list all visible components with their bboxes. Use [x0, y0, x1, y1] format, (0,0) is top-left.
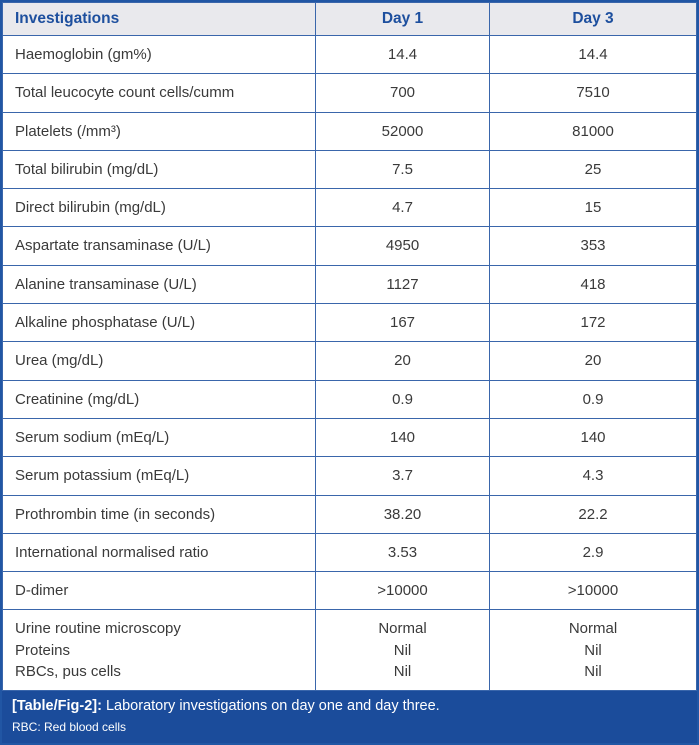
day3-value: 0.9	[489, 379, 697, 419]
day1-value: 3.53	[315, 532, 490, 573]
day3-value: 140	[489, 417, 697, 458]
header-row: Investigations Day 1 Day 3	[2, 2, 697, 36]
investigation-name: Direct bilirubin (mg/dL)	[2, 188, 316, 228]
column-header-day3: Day 3	[489, 2, 697, 36]
investigation-name: Alanine transaminase (U/L)	[2, 264, 316, 305]
caption-figure-label: [Table/Fig-2]:	[12, 698, 102, 715]
table-row: Direct bilirubin (mg/dL) 4.7 15	[2, 188, 697, 228]
day1-value: 140	[315, 417, 490, 458]
day1-value: 38.20	[315, 494, 490, 534]
table-row: Total leucocyte count cells/cumm 700 751…	[2, 73, 697, 113]
table-caption: [Table/Fig-2]: Laboratory investigations…	[2, 691, 697, 743]
day3-value: 172	[489, 303, 697, 343]
column-header-investigations: Investigations	[2, 2, 316, 36]
table-row: D-dimer >10000 >10000	[2, 571, 697, 611]
day1-value: 700	[315, 73, 490, 113]
day1-value: 7.5	[315, 149, 490, 190]
investigation-name: Creatinine (mg/dL)	[2, 379, 316, 419]
day1-value: 1127	[315, 264, 490, 305]
investigation-name: Serum sodium (mEq/L)	[2, 417, 316, 458]
table-row: Creatinine (mg/dL) 0.9 0.9	[2, 379, 697, 419]
table-row: Platelets (/mm³) 52000 81000	[2, 111, 697, 151]
investigation-name: Haemoglobin (gm%)	[2, 34, 316, 75]
investigation-name: Total bilirubin (mg/dL)	[2, 149, 316, 190]
day3-value: 418	[489, 264, 697, 305]
investigation-name: D-dimer	[2, 571, 316, 611]
caption-footnote: RBC: Red blood cells	[12, 719, 127, 734]
day1-value: 0.9	[315, 379, 490, 419]
column-header-day1: Day 1	[315, 2, 490, 36]
table-row: Prothrombin time (in seconds) 38.20 22.2	[2, 494, 697, 534]
table-row: Serum sodium (mEq/L) 140 140	[2, 417, 697, 458]
day1-value: 167	[315, 303, 490, 343]
day3-value: 2.9	[489, 532, 697, 573]
investigation-name: Alkaline phosphatase (U/L)	[2, 303, 316, 343]
day3-value: 81000	[489, 111, 697, 151]
day3-value: 14.4	[489, 34, 697, 75]
day3-value: 22.2	[489, 494, 697, 534]
investigation-name: Urine routine microscopy Proteins RBCs, …	[2, 609, 316, 692]
investigation-name: Aspartate transaminase (U/L)	[2, 226, 316, 266]
day3-value: 4.3	[489, 456, 697, 496]
day1-value: 4.7	[315, 188, 490, 228]
caption-text: Laboratory investigations on day one and…	[101, 698, 440, 715]
table-row: Total bilirubin (mg/dL) 7.5 25	[2, 149, 697, 190]
table-row: Haemoglobin (gm%) 14.4 14.4	[2, 34, 697, 75]
table-row: Serum potassium (mEq/L) 3.7 4.3	[2, 456, 697, 496]
day1-value: 20	[315, 341, 490, 381]
day1-value: 14.4	[315, 34, 490, 75]
day1-value: 52000	[315, 111, 490, 151]
day1-value: >10000	[315, 571, 490, 611]
investigation-name: International normalised ratio	[2, 532, 316, 573]
day1-value: Normal Nil Nil	[315, 609, 490, 692]
table-row: Aspartate transaminase (U/L) 4950 353	[2, 226, 697, 266]
day3-value: 25	[489, 149, 697, 190]
lab-investigations-table: Investigations Day 1 Day 3 Haemoglobin (…	[2, 2, 697, 692]
day3-value: 20	[489, 341, 697, 381]
day3-value: 15	[489, 188, 697, 228]
investigation-name: Platelets (/mm³)	[2, 111, 316, 151]
table-row: Alkaline phosphatase (U/L) 167 172	[2, 303, 697, 343]
investigation-name: Total leucocyte count cells/cumm	[2, 73, 316, 113]
investigation-name: Prothrombin time (in seconds)	[2, 494, 316, 534]
caption-text-line: [Table/Fig-2]: Laboratory investigations…	[12, 697, 687, 717]
investigation-name: Urea (mg/dL)	[2, 341, 316, 381]
day3-value: 353	[489, 226, 697, 266]
day3-value: >10000	[489, 571, 697, 611]
table-row: Urine routine microscopy Proteins RBCs, …	[2, 609, 697, 692]
day3-value: 7510	[489, 73, 697, 113]
table-row: International normalised ratio 3.53 2.9	[2, 532, 697, 573]
day3-value: Normal Nil Nil	[489, 609, 697, 692]
investigation-name: Serum potassium (mEq/L)	[2, 456, 316, 496]
table-row: Alanine transaminase (U/L) 1127 418	[2, 264, 697, 305]
table-row: Urea (mg/dL) 20 20	[2, 341, 697, 381]
day1-value: 3.7	[315, 456, 490, 496]
day1-value: 4950	[315, 226, 490, 266]
